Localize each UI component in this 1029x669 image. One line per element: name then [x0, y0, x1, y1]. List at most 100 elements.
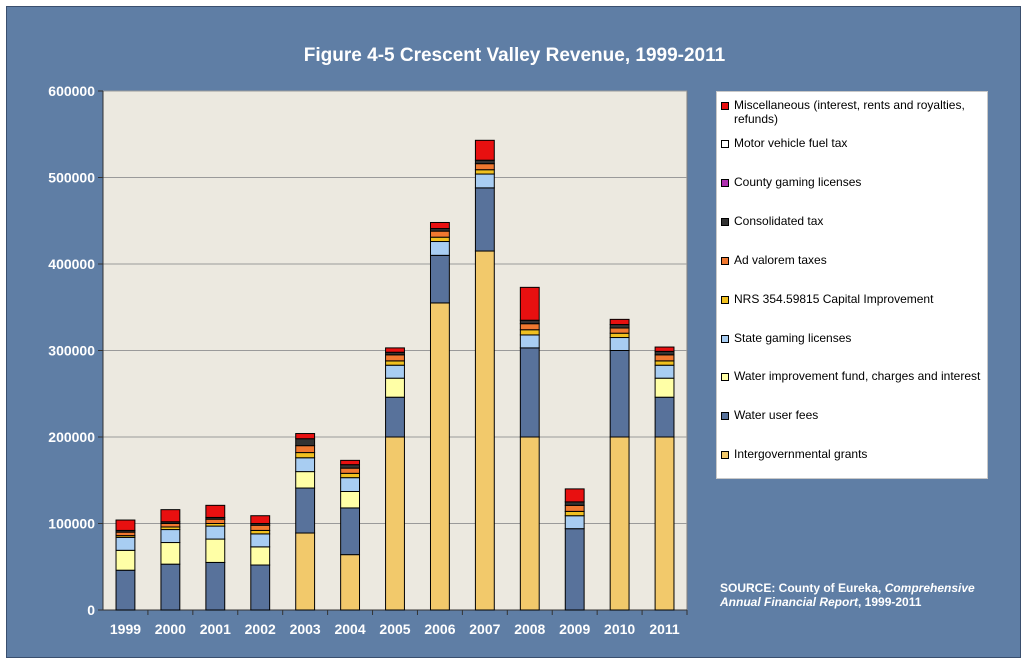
- bar-segment: [385, 360, 405, 366]
- bar-segment: [250, 524, 271, 531]
- source-label: SOURCE: County of Eureka,: [720, 581, 885, 595]
- legend-label: State gaming licenses: [734, 331, 852, 345]
- bar-segment: [519, 334, 540, 349]
- bar-segment: [295, 487, 316, 534]
- bar-segment: [205, 561, 226, 611]
- bar-segment: [340, 490, 361, 509]
- bar-segment: [295, 433, 316, 440]
- bar-segment: [609, 324, 630, 329]
- legend-swatch: [721, 102, 729, 110]
- bar-segment: [250, 546, 271, 566]
- bar-segment: [654, 364, 675, 379]
- legend-swatch: [721, 335, 729, 343]
- bar-segment: [340, 459, 361, 466]
- bar-segment: [295, 457, 316, 473]
- bar-segment: [474, 169, 495, 175]
- bar-segment: [564, 515, 585, 530]
- bar-segment: [564, 510, 585, 517]
- bar-segment: [205, 504, 226, 518]
- bar-segment: [250, 564, 271, 611]
- legend-swatch: [721, 257, 729, 265]
- bar-segment: [609, 318, 630, 326]
- bar-segment: [340, 507, 361, 556]
- x-tick-label: 2002: [245, 621, 276, 637]
- bar-segment: [295, 438, 316, 447]
- legend-label: Intergovernmental grants: [734, 447, 868, 461]
- legend-swatch: [721, 140, 729, 148]
- bar-segment: [474, 173, 495, 189]
- legend-label: NRS 354.59815 Capital Improvement: [734, 292, 934, 306]
- bar-segment: [205, 525, 226, 540]
- y-tick-label: 500000: [48, 170, 95, 186]
- bar-segment: [654, 354, 675, 362]
- bar-segment: [385, 354, 405, 362]
- x-tick-label: 2008: [514, 621, 545, 637]
- bar-segment: [340, 477, 361, 492]
- bar-segment: [474, 187, 495, 252]
- bar-segment: [654, 436, 675, 611]
- source-title: Comprehensive Annual Financial Report: [720, 581, 975, 609]
- bar-segment: [564, 504, 585, 512]
- x-tick-label: 2010: [604, 621, 635, 637]
- y-tick-label: 600000: [48, 83, 95, 99]
- bar-segment: [564, 528, 585, 611]
- bar-segment: [115, 531, 136, 537]
- bar-segment: [429, 230, 450, 238]
- bar-segment: [474, 250, 495, 611]
- bar-segment: [115, 536, 136, 551]
- x-tick-label: 2006: [424, 621, 455, 637]
- bar-segment: [654, 360, 675, 366]
- bar-segment: [429, 302, 450, 611]
- bar-segment: [474, 163, 495, 171]
- bar-segment: [250, 533, 271, 548]
- bar-segment: [654, 350, 675, 356]
- y-tick-label: 200000: [48, 429, 95, 445]
- legend-label: Ad valorem taxes: [734, 253, 827, 267]
- bar-segment: [474, 139, 495, 161]
- y-tick-label: 400000: [48, 256, 95, 272]
- bar-segment: [429, 241, 450, 256]
- bar-segment: [519, 286, 540, 321]
- chart-plot: 0 100000 200000 300000 400000 500000 600000 199…: [48, 83, 688, 637]
- legend-label: Motor vehicle fuel tax: [734, 136, 848, 150]
- bar-segment: [385, 396, 405, 438]
- bar-segment: [340, 472, 361, 479]
- bar-segment: [295, 532, 316, 611]
- chart-frame: Figure 4-5 Crescent Valley Revenue, 1999…: [6, 6, 1021, 658]
- bar-segment: [250, 515, 271, 524]
- y-tick-label: 300000: [48, 343, 95, 359]
- legend-label: Water improvement fund, charges and inte…: [734, 369, 981, 383]
- bar-segment: [160, 542, 181, 565]
- y-tick-label: 100000: [48, 516, 95, 532]
- bar-segment: [160, 523, 181, 528]
- legend-label: Consolidated tax: [734, 214, 824, 228]
- x-tick-label: 2001: [200, 621, 231, 637]
- bar-segment: [340, 554, 361, 611]
- bar-segment: [654, 377, 675, 398]
- legend-swatch: [721, 451, 729, 459]
- legend-label: County gaming licenses: [734, 175, 862, 189]
- source-years: , 1999-2011: [858, 595, 922, 609]
- x-tick-label: 2005: [379, 621, 410, 637]
- bar-segment: [609, 337, 630, 351]
- x-tick-label: 2009: [559, 621, 590, 637]
- bar-segment: [295, 471, 316, 489]
- bar-segment: [654, 396, 675, 438]
- bar-segment: [429, 254, 450, 304]
- bar-segment: [609, 350, 630, 438]
- legend-swatch: [721, 218, 729, 226]
- bar-segment: [474, 159, 495, 165]
- legend-swatch: [721, 179, 729, 187]
- bar-segment: [115, 549, 136, 571]
- bar-segment: [519, 319, 540, 325]
- bar-segment: [519, 329, 540, 336]
- legend-label: Miscellaneous (interest, rents and royal…: [734, 98, 965, 126]
- bar-segment: [385, 364, 405, 379]
- bar-segment: [564, 501, 585, 506]
- chart-title: Figure 4-5 Crescent Valley Revenue, 1999…: [303, 45, 726, 66]
- bar-segment: [519, 323, 540, 331]
- bar-segment: [385, 377, 405, 398]
- bar-segment: [115, 519, 136, 531]
- bar-segment: [385, 347, 405, 353]
- bar-segment: [115, 569, 136, 611]
